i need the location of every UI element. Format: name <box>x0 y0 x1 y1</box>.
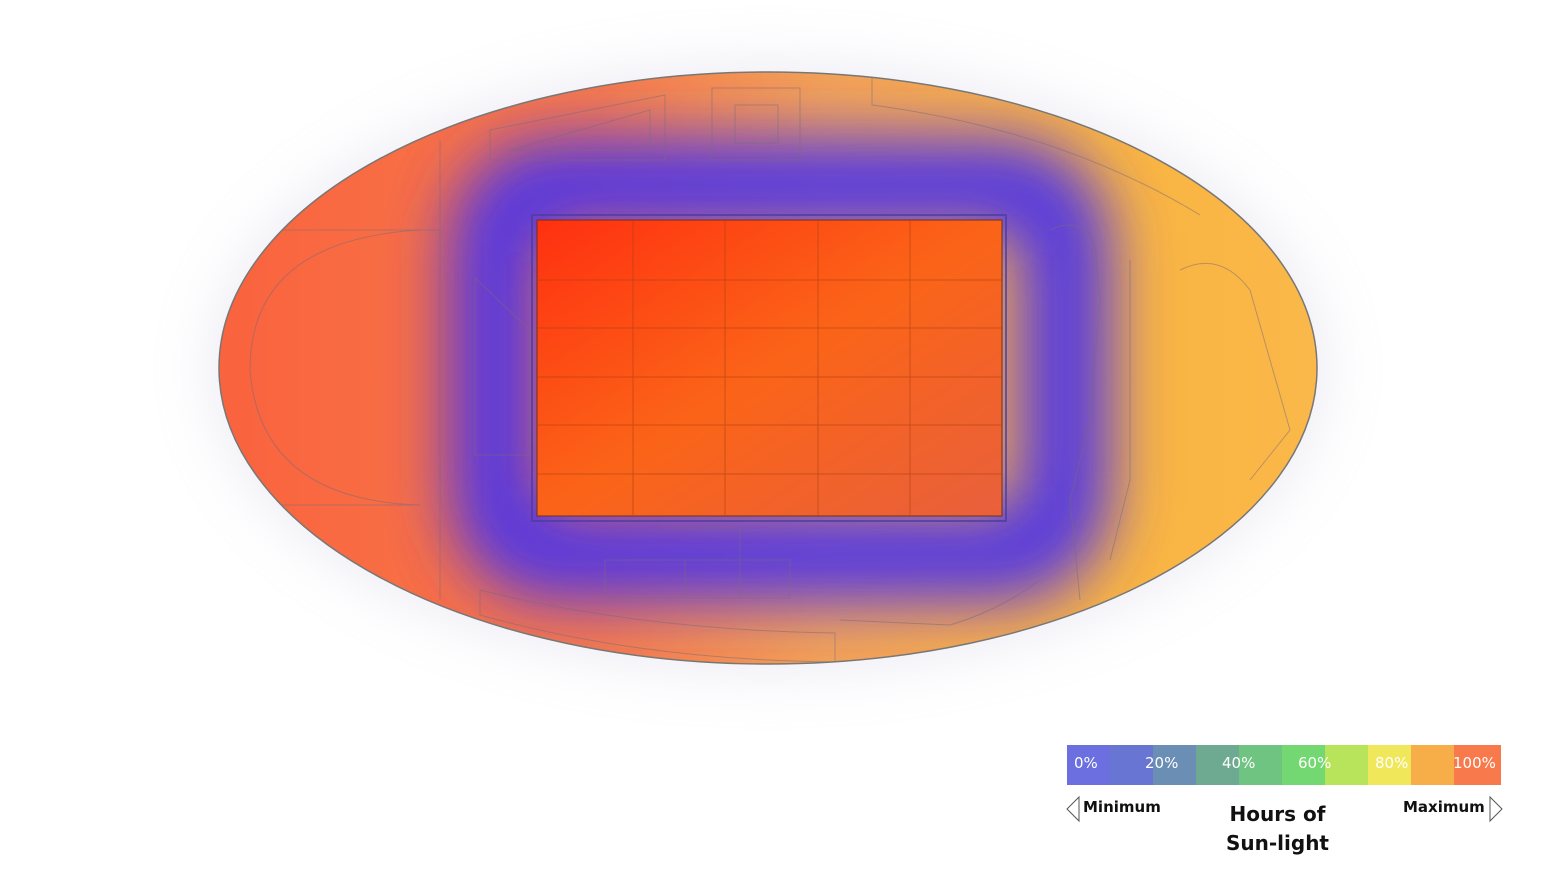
court <box>536 219 1003 517</box>
legend-label: 20% <box>1145 754 1179 772</box>
court-border <box>531 214 1007 522</box>
legend-label: 100% <box>1453 754 1496 772</box>
legend-label: 80% <box>1375 754 1409 772</box>
shade-ring <box>450 140 1110 600</box>
plan-lines <box>220 78 1291 663</box>
legend-bar <box>1067 745 1501 785</box>
arrow-left <box>1066 795 1080 823</box>
arrow-right <box>1489 795 1503 823</box>
legend-maximum: Maximum <box>1403 798 1485 816</box>
ellipse-outline <box>218 71 1318 665</box>
legend-minimum: Minimum <box>1083 798 1161 816</box>
court-grid <box>537 220 1002 516</box>
legend-label: 40% <box>1222 754 1256 772</box>
legend-label: 60% <box>1298 754 1332 772</box>
legend-label: 0% <box>1074 754 1098 772</box>
legend-title: Hours of Sun-light <box>1225 802 1329 855</box>
